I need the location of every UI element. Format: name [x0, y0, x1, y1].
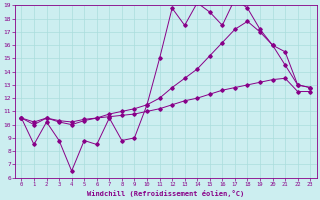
X-axis label: Windchill (Refroidissement éolien,°C): Windchill (Refroidissement éolien,°C) [87, 190, 244, 197]
